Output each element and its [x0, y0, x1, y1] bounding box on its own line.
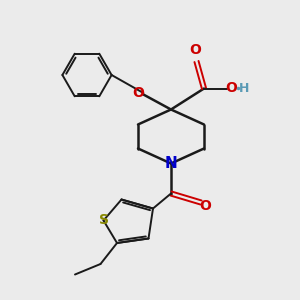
Text: N: N [165, 156, 177, 171]
Text: O: O [132, 86, 144, 100]
Text: O: O [200, 199, 211, 212]
Text: S: S [98, 214, 109, 227]
Text: O: O [189, 43, 201, 57]
Text: O: O [225, 82, 237, 95]
Text: H: H [239, 82, 249, 95]
